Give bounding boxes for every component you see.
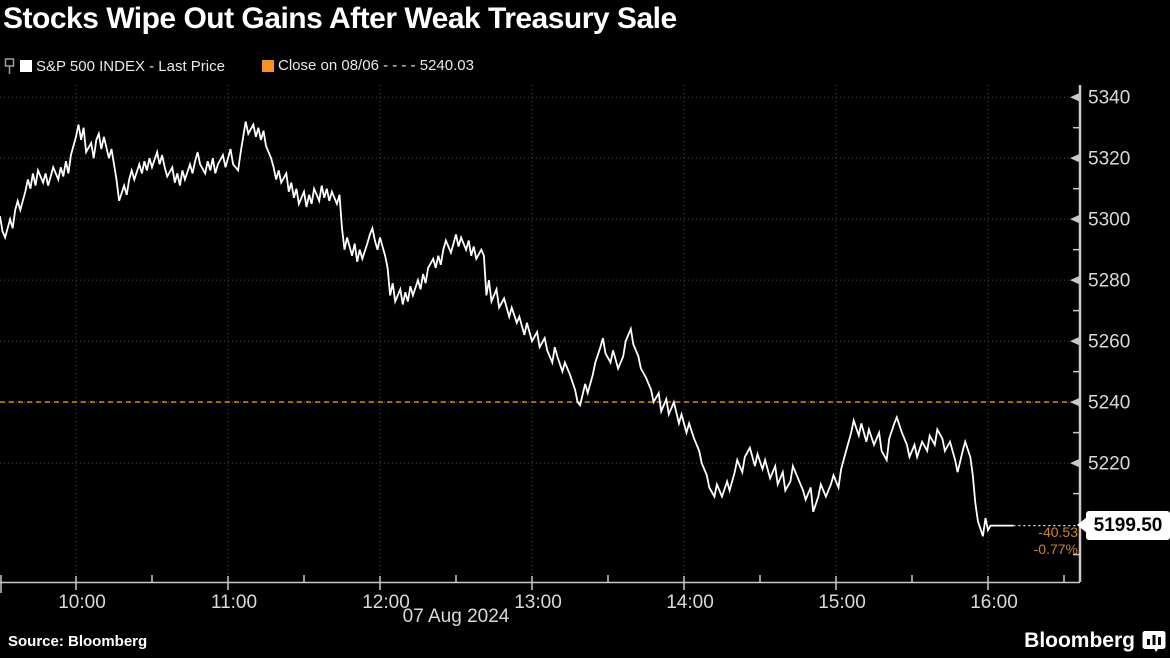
y-tick-label: 5320	[1088, 149, 1130, 170]
y-major-tick	[1070, 214, 1080, 224]
y-tick-label: 5280	[1088, 271, 1130, 292]
x-tick-label: 15:00	[818, 592, 866, 613]
change-points-label: -40.53	[1038, 524, 1078, 540]
bloomberg-chart-bubble-icon	[1142, 631, 1166, 652]
bloomberg-logo-text: Bloomberg	[1024, 629, 1135, 652]
series-marker-white	[20, 60, 32, 72]
y-tick-label: 5340	[1088, 88, 1130, 109]
price-series-line	[0, 121, 1014, 537]
series-marker-orange	[262, 59, 274, 72]
source-attribution: Source: Bloomberg	[8, 633, 148, 650]
y-tick-label: 5240	[1088, 393, 1130, 414]
y-major-tick	[1070, 397, 1080, 407]
last-price-tag: 5199.50	[1077, 511, 1170, 540]
x-tick-label: 11:00	[211, 592, 257, 613]
annotation-pin-icon	[4, 58, 15, 74]
x-tick-label: 16:00	[970, 592, 1018, 613]
x-tick-label: 13:00	[514, 592, 562, 613]
bloomberg-logo: Bloomberg	[1024, 629, 1166, 653]
legend-item-close: Close on 08/06 - - - - 5240.03	[262, 57, 474, 74]
legend-item-last-price: S&P 500 INDEX - Last Price	[4, 57, 225, 75]
page-title: Stocks Wipe Out Gains After Weak Treasur…	[3, 2, 677, 35]
y-major-tick	[1070, 336, 1080, 346]
x-tick-label: 12:00	[362, 592, 410, 613]
change-percent-label: -0.77%	[1033, 541, 1078, 557]
x-tick-label: 14:00	[666, 592, 714, 613]
y-tick-label: 5300	[1088, 210, 1130, 231]
y-major-tick	[1070, 92, 1080, 102]
legend-label-close: Close on 08/06 - - - - 5240.03	[278, 57, 474, 74]
y-tick-label: 5260	[1088, 332, 1130, 353]
legend-label-last-price: S&P 500 INDEX - Last Price	[36, 57, 225, 75]
y-tick-label: 5220	[1088, 454, 1130, 475]
y-major-tick	[1070, 153, 1080, 163]
x-axis-date-label: 07 Aug 2024	[402, 606, 510, 627]
x-tick-label: 10:00	[58, 592, 106, 613]
y-major-tick	[1070, 275, 1080, 285]
y-major-tick	[1070, 458, 1080, 468]
